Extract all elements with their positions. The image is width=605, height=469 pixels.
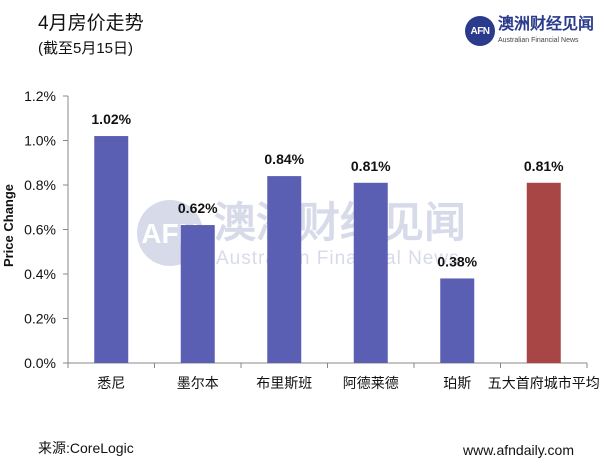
y-tick-label: 0.8% xyxy=(24,177,56,193)
y-tick-label: 0.6% xyxy=(24,222,56,238)
x-tick-label: 布里斯班 xyxy=(256,376,312,392)
data-label: 0.81% xyxy=(524,158,564,174)
y-tick-label: 0.4% xyxy=(24,266,56,282)
x-tick-label: 阿德莱德 xyxy=(343,376,399,392)
bar xyxy=(180,225,215,363)
afn-logo-subtitle: Australian Financial News xyxy=(498,37,579,44)
website-link[interactable]: www.afndaily.com xyxy=(463,442,575,458)
bar xyxy=(267,176,302,363)
afn-logo-name: 澳洲财经见闻 xyxy=(498,16,595,33)
bar xyxy=(94,136,129,363)
bar xyxy=(353,182,388,363)
data-label: 1.02% xyxy=(91,111,131,127)
data-label: 0.81% xyxy=(351,158,391,174)
data-label: 0.38% xyxy=(437,253,477,269)
y-tick-label: 1.2% xyxy=(24,88,56,104)
data-label: 0.62% xyxy=(178,200,218,216)
watermark-subtitle: Australian Financial News xyxy=(216,248,460,269)
chart-title: 4月房价走势 xyxy=(38,13,144,34)
bar xyxy=(526,182,561,363)
x-tick-label: 五大首府城市平均 xyxy=(488,375,600,392)
x-tick-label: 悉尼 xyxy=(97,376,125,392)
watermark-name: 澳洲财经见闻 xyxy=(214,198,466,247)
chart-subtitle: (截至5月15日) xyxy=(38,40,134,57)
y-tick-label: 0.2% xyxy=(24,311,56,327)
source-note: 来源:CoreLogic xyxy=(38,440,134,456)
y-tick-label: 1.0% xyxy=(24,133,56,149)
y-axis-title: Price Change xyxy=(1,184,16,267)
afn-logo-badge: AFN xyxy=(465,16,495,46)
x-tick-label: 墨尔本 xyxy=(177,376,219,392)
bar xyxy=(440,278,475,363)
x-tick-label: 珀斯 xyxy=(443,376,471,392)
afn-logo: AFN 澳洲财经见闻 Australian Financial News xyxy=(465,16,605,48)
y-tick-label: 0.0% xyxy=(24,355,56,371)
data-label: 0.84% xyxy=(264,151,304,167)
